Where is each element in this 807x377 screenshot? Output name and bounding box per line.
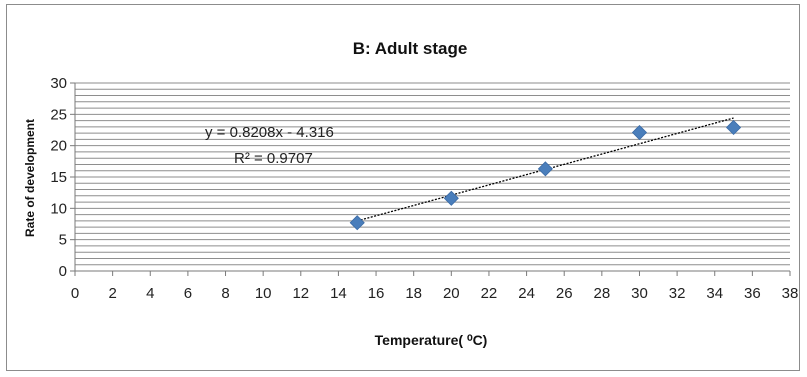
x-tick-label: 32 xyxy=(669,285,686,302)
ticks-layer: 0 2 4 6 8 10 12 14 16 18 20 22 24 26 28 30 32 34 36 3805101… xyxy=(50,75,798,302)
x-tick-label: 2 xyxy=(108,285,116,302)
y-tick-label: 5 xyxy=(59,232,67,249)
x-tick-label: 10 xyxy=(255,285,272,302)
data-point xyxy=(631,124,648,141)
x-tick-label: 20 xyxy=(443,285,460,302)
x-axis-title: Temperature( ⁰C) xyxy=(375,332,488,348)
data-point xyxy=(443,190,459,206)
chart-frame xyxy=(6,4,800,371)
y-tick-label: 15 xyxy=(50,169,67,186)
chart-title: B: Adult stage xyxy=(353,39,468,58)
x-tick-label: 6 xyxy=(184,285,192,302)
x-tick-label: 30 xyxy=(631,285,648,302)
x-tick-label: 34 xyxy=(706,285,723,302)
y-axis-title: Rate of development xyxy=(23,119,37,237)
data-point xyxy=(537,161,553,177)
x-tick-label: 38 xyxy=(782,285,799,302)
grid-layer xyxy=(75,82,790,266)
trendline-r-squared: R² = 0.9707 xyxy=(234,150,313,167)
x-tick-label: 18 xyxy=(405,285,422,302)
x-tick-label: 8 xyxy=(221,285,229,302)
x-tick-label: 22 xyxy=(481,285,498,302)
y-tick-label: 10 xyxy=(50,200,67,217)
data-point xyxy=(349,215,365,231)
x-tick-label: 16 xyxy=(368,285,385,302)
y-tick-label: 30 xyxy=(50,75,67,92)
y-tick-label: 20 xyxy=(50,138,67,155)
x-tick-label: 28 xyxy=(593,285,610,302)
x-tick-label: 14 xyxy=(330,285,347,302)
x-tick-label: 0 xyxy=(71,285,79,302)
axes-layer xyxy=(70,82,791,276)
x-tick-label: 12 xyxy=(292,285,309,302)
x-tick-label: 36 xyxy=(744,285,761,302)
points-layer xyxy=(349,119,742,231)
y-tick-label: 0 xyxy=(59,263,67,280)
x-tick-label: 4 xyxy=(146,285,154,302)
data-point xyxy=(725,119,742,136)
x-tick-label: 26 xyxy=(556,285,573,302)
y-tick-label: 25 xyxy=(50,106,67,123)
x-tick-label: 24 xyxy=(518,285,535,302)
trendline-equation: y = 0.8208x - 4.316 xyxy=(205,124,334,141)
